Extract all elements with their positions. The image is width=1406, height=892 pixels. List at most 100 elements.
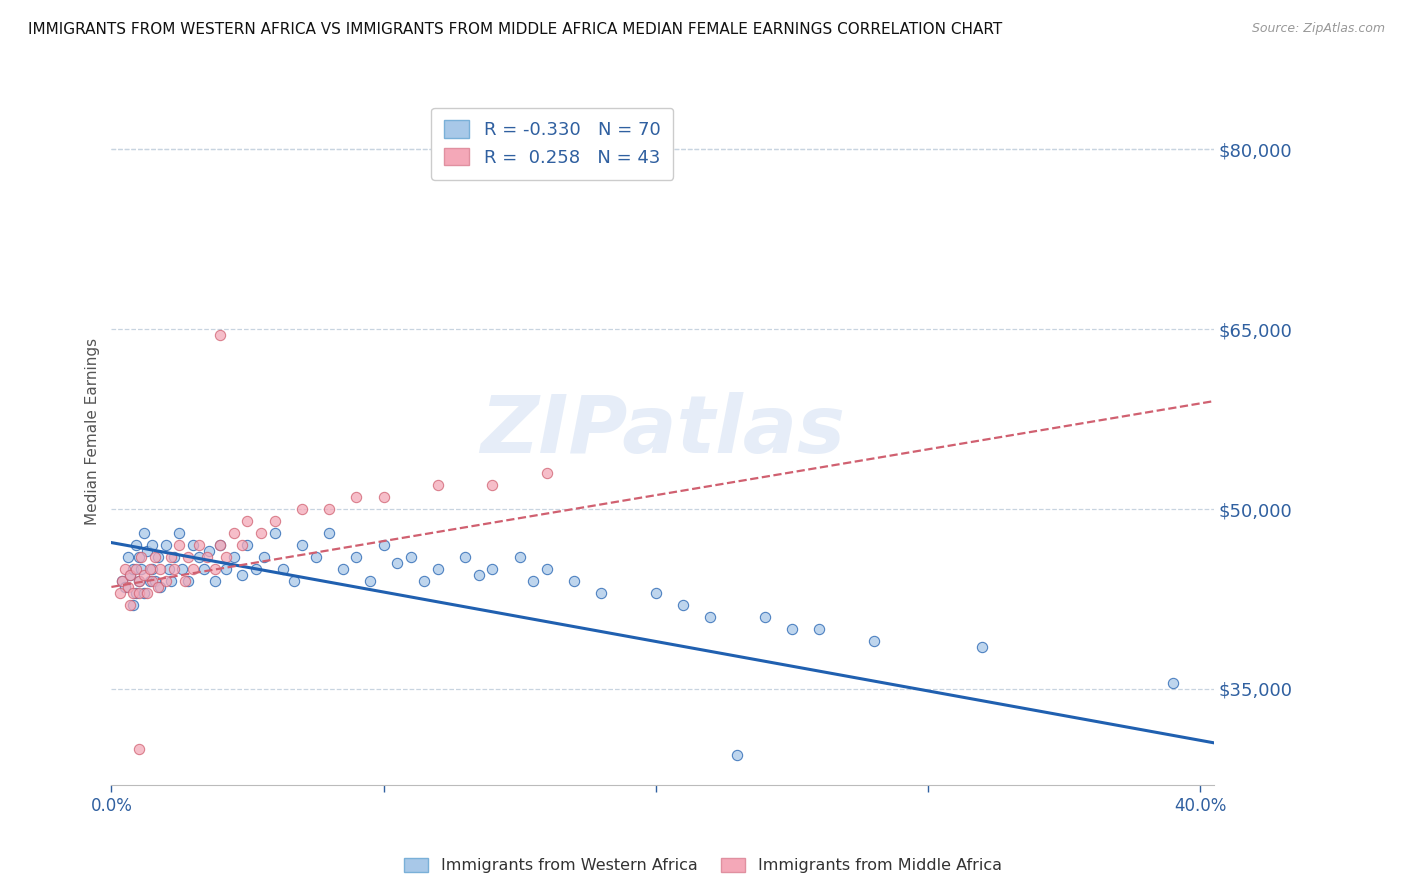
Point: [215, 562, 238, 576]
Point: [138, 574, 160, 588]
Point: [291, 502, 314, 516]
Point: [271, 562, 294, 576]
Point: [344, 549, 367, 564]
Point: [169, 538, 191, 552]
Point: [808, 622, 831, 636]
Point: [135, 586, 157, 600]
Point: [122, 598, 145, 612]
Point: [114, 580, 136, 594]
Point: [204, 562, 226, 576]
Text: IMMIGRANTS FROM WESTERN AFRICA VS IMMIGRANTS FROM MIDDLE AFRICA MEDIAN FEMALE EA: IMMIGRANTS FROM WESTERN AFRICA VS IMMIGR…: [28, 22, 1002, 37]
Point: [132, 568, 155, 582]
Point: [215, 549, 238, 564]
Point: [157, 562, 180, 576]
Point: [204, 574, 226, 588]
Point: [263, 526, 285, 541]
Point: [128, 586, 150, 600]
Point: [176, 574, 198, 588]
Point: [138, 562, 160, 576]
Point: [536, 466, 558, 480]
Text: Source: ZipAtlas.com: Source: ZipAtlas.com: [1251, 22, 1385, 36]
Point: [725, 747, 748, 762]
Point: [427, 478, 450, 492]
Point: [176, 549, 198, 564]
Point: [283, 574, 305, 588]
Point: [141, 562, 163, 576]
Point: [128, 741, 150, 756]
Point: [222, 549, 245, 564]
Point: [862, 633, 884, 648]
Point: [117, 549, 139, 564]
Point: [236, 538, 259, 552]
Point: [146, 580, 169, 594]
Point: [231, 568, 253, 582]
Y-axis label: Median Female Earnings: Median Female Earnings: [86, 337, 100, 524]
Point: [672, 598, 695, 612]
Point: [174, 574, 197, 588]
Point: [128, 574, 150, 588]
Point: [236, 514, 259, 528]
Point: [209, 328, 232, 343]
Point: [385, 556, 408, 570]
Text: ZIPatlas: ZIPatlas: [479, 392, 845, 470]
Point: [128, 574, 150, 588]
Point: [754, 610, 776, 624]
Point: [644, 586, 666, 600]
Point: [111, 574, 134, 588]
Point: [141, 574, 163, 588]
Point: [187, 538, 209, 552]
Point: [125, 538, 148, 552]
Point: [699, 610, 721, 624]
Point: [149, 562, 172, 576]
Point: [195, 549, 218, 564]
Point: [122, 562, 145, 576]
Point: [143, 574, 166, 588]
Point: [132, 526, 155, 541]
Point: [125, 586, 148, 600]
Point: [160, 549, 183, 564]
Point: [172, 562, 194, 576]
Point: [399, 549, 422, 564]
Point: [222, 526, 245, 541]
Point: [972, 640, 994, 654]
Point: [163, 549, 186, 564]
Point: [427, 562, 450, 576]
Point: [132, 586, 155, 600]
Point: [181, 562, 204, 576]
Point: [209, 538, 232, 552]
Point: [413, 574, 436, 588]
Point: [160, 574, 183, 588]
Point: [481, 478, 503, 492]
Point: [117, 580, 139, 594]
Point: [125, 562, 148, 576]
Point: [318, 526, 340, 541]
Legend: Immigrants from Western Africa, Immigrants from Middle Africa: Immigrants from Western Africa, Immigran…: [398, 851, 1008, 880]
Point: [263, 514, 285, 528]
Point: [250, 526, 273, 541]
Point: [359, 574, 381, 588]
Point: [536, 562, 558, 576]
Point: [111, 574, 134, 588]
Point: [1161, 676, 1184, 690]
Legend: R = -0.330   N = 70, R =  0.258   N = 43: R = -0.330 N = 70, R = 0.258 N = 43: [432, 108, 673, 179]
Point: [169, 526, 191, 541]
Point: [481, 562, 503, 576]
Point: [231, 538, 253, 552]
Point: [128, 549, 150, 564]
Point: [591, 586, 613, 600]
Point: [120, 568, 142, 582]
Point: [318, 502, 340, 516]
Point: [181, 538, 204, 552]
Point: [253, 549, 276, 564]
Point: [141, 538, 163, 552]
Point: [155, 574, 177, 588]
Point: [332, 562, 354, 576]
Point: [780, 622, 803, 636]
Point: [114, 562, 136, 576]
Point: [146, 549, 169, 564]
Point: [120, 598, 142, 612]
Point: [509, 549, 531, 564]
Point: [304, 549, 326, 564]
Point: [131, 549, 153, 564]
Point: [120, 568, 142, 582]
